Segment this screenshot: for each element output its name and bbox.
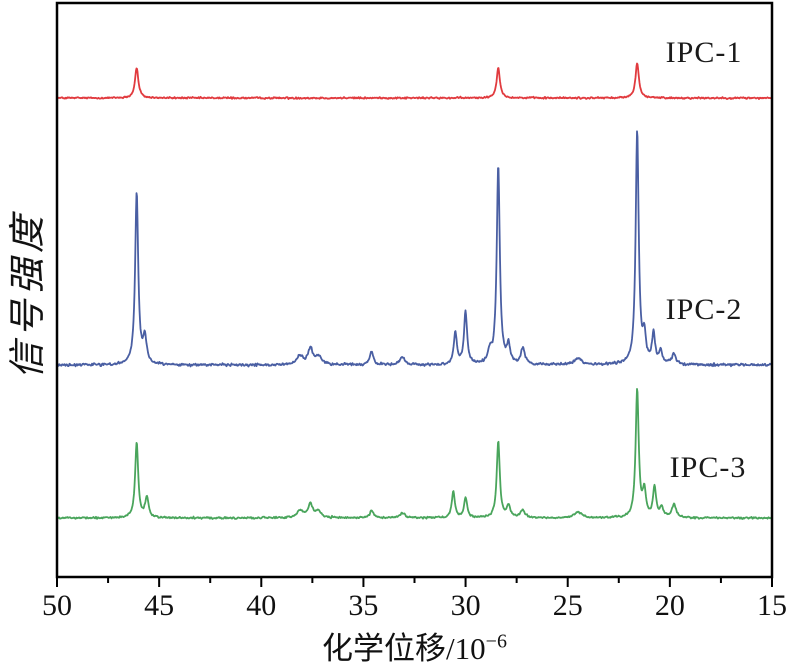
trace-ipc-2 xyxy=(57,130,772,368)
trace-ipc-1 xyxy=(57,62,772,100)
series-label-ipc-3: IPC-3 xyxy=(669,451,747,484)
x-tick-label-20: 20 xyxy=(654,589,685,622)
plot-frame xyxy=(55,1,774,579)
x-axis-ticks xyxy=(56,577,773,587)
series-label-ipc-2: IPC-2 xyxy=(665,293,743,326)
x-tick-label-45: 45 xyxy=(144,589,175,622)
spectra-traces xyxy=(57,62,772,520)
x-tick-label-30: 30 xyxy=(450,589,481,622)
trace-ipc-3 xyxy=(57,387,772,520)
x-tick-label-15: 15 xyxy=(757,589,787,622)
series-label-ipc-1: IPC-1 xyxy=(665,36,743,69)
x-tick-label-35: 35 xyxy=(348,589,379,622)
x-tick-label-40: 40 xyxy=(246,589,277,622)
x-axis-title: 化学位移/10−6 xyxy=(57,623,772,668)
x-axis-title-exponent: −6 xyxy=(485,630,507,653)
y-axis-title: 信号强度 xyxy=(8,211,49,379)
x-tick-label-50: 50 xyxy=(42,589,72,622)
x-axis-title-base: 化学位移/10 xyxy=(322,631,486,666)
x-tick-label-25: 25 xyxy=(552,589,583,622)
